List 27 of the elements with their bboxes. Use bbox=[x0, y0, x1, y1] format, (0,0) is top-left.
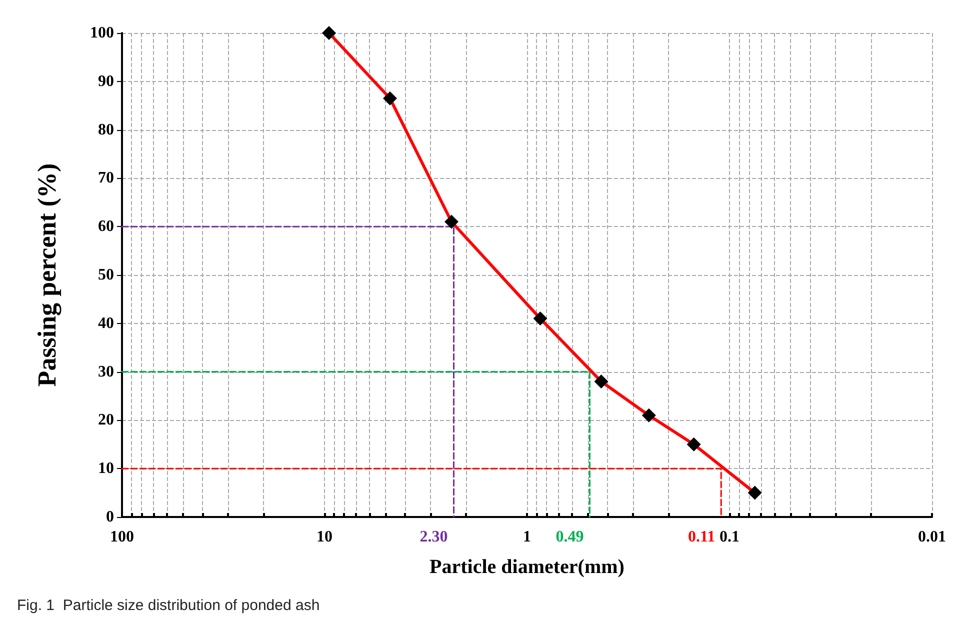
y-tick-label: 40 bbox=[98, 314, 114, 332]
y-tick-label: 20 bbox=[98, 412, 114, 429]
y-tick-label: 80 bbox=[98, 121, 114, 138]
y-tick-label: 90 bbox=[98, 72, 114, 90]
point bbox=[444, 214, 458, 229]
x-tick-label: 0.01 bbox=[918, 528, 946, 546]
x-tick-label: 0.1 bbox=[720, 528, 740, 546]
annotation: 2.30 bbox=[420, 528, 448, 546]
y-tick-label: 50 bbox=[98, 266, 114, 284]
y-tick-label: 60 bbox=[98, 218, 114, 236]
x-axis-title: Particle diameter(mm) bbox=[430, 556, 624, 578]
point bbox=[686, 437, 701, 452]
y-tick-label: 0 bbox=[106, 508, 114, 526]
x-tick-label: 10 bbox=[316, 528, 332, 546]
y-tick-label: 10 bbox=[98, 460, 114, 478]
y-axis-title: Passing percent (%) bbox=[32, 163, 62, 387]
point bbox=[382, 91, 397, 106]
x-tick-label: 100 bbox=[110, 528, 134, 546]
y-tick-label: 100 bbox=[90, 24, 114, 42]
caption: Fig. 1 Particle size distribution of ponded ash bbox=[17, 597, 320, 614]
y-tick-label: 70 bbox=[98, 170, 114, 187]
point bbox=[748, 486, 762, 500]
annotation: 0.49 bbox=[556, 528, 584, 546]
y-tick-label: 30 bbox=[98, 363, 114, 380]
point bbox=[322, 26, 336, 40]
annotation: 0.11 bbox=[688, 528, 716, 546]
x-tick-label: 1 bbox=[523, 528, 531, 546]
